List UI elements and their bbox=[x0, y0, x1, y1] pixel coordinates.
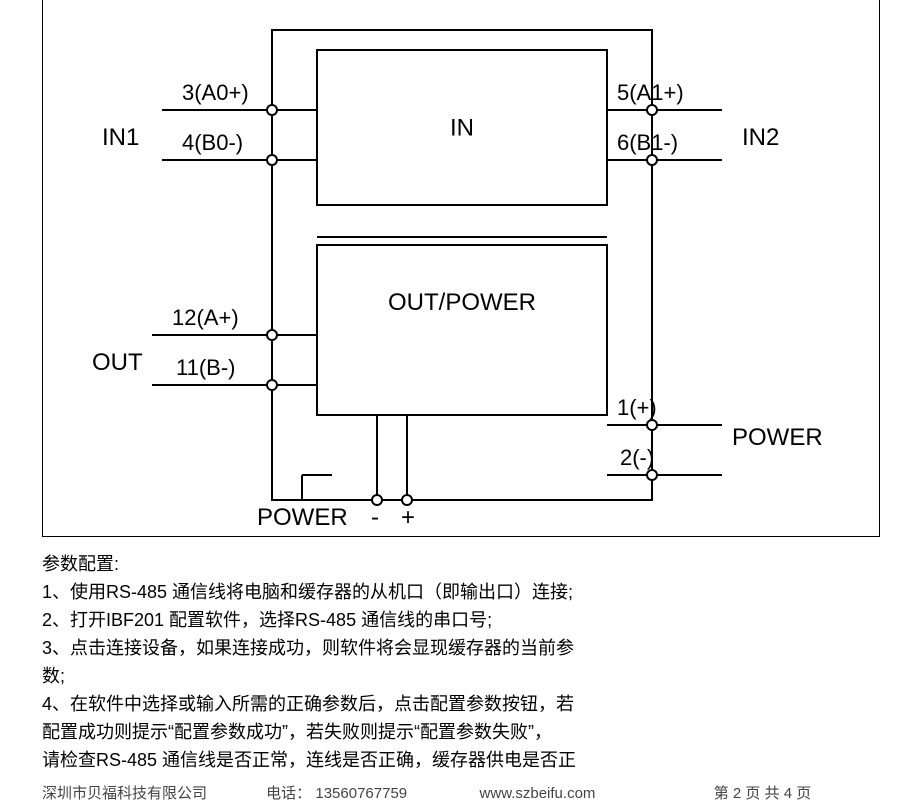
svg-text:OUT: OUT bbox=[92, 349, 143, 376]
svg-text:5(A1+): 5(A1+) bbox=[617, 80, 684, 105]
svg-text:11(B-): 11(B-) bbox=[176, 355, 236, 380]
config-text: 参数配置: 1、使用RS-485 通信线将电脑和缓存器的从机口（即输出口）连接;… bbox=[42, 550, 878, 774]
svg-text:IN: IN bbox=[450, 115, 474, 142]
svg-text:3(A0+): 3(A0+) bbox=[182, 80, 249, 105]
config-line: 2、打开IBF201 配置软件，选择RS-485 通信线的串口号; bbox=[42, 606, 878, 634]
svg-text:POWER: POWER bbox=[257, 504, 348, 531]
footer-tel: 13560767759 bbox=[315, 785, 475, 802]
footer-tel-label: 电话： bbox=[266, 782, 311, 803]
config-line: 配置成功则提示“配置参数成功”，若失败则提示“配置参数失败”， bbox=[42, 718, 878, 746]
page-footer: 深圳市贝福科技有限公司 电话： 13560767759 www.szbeifu.… bbox=[42, 782, 878, 803]
footer-company: 深圳市贝福科技有限公司 bbox=[42, 782, 262, 803]
svg-text:4(B0-): 4(B0-) bbox=[182, 130, 243, 155]
svg-text:1(+): 1(+) bbox=[617, 395, 657, 420]
footer-page: 第 2 页 共 4 页 bbox=[714, 782, 812, 803]
config-line: 请检查RS-485 通信线是否正常，连线是否正确，缓存器供电是否正 bbox=[42, 746, 878, 774]
config-line: 4、在软件中选择或输入所需的正确参数后，点击配置参数按钮，若 bbox=[42, 690, 878, 718]
svg-text:2(-): 2(-) bbox=[620, 445, 654, 470]
config-line: 3、点击连接设备，如果连接成功，则软件将会显现缓存器的当前参 bbox=[42, 634, 878, 662]
svg-text:12(A+): 12(A+) bbox=[172, 305, 239, 330]
config-line: 数; bbox=[42, 662, 878, 690]
config-line: 1、使用RS-485 通信线将电脑和缓存器的从机口（即输出口）连接; bbox=[42, 578, 878, 606]
svg-text:IN1: IN1 bbox=[102, 124, 139, 151]
block-diagram: IN OUT/POWER 3(A0+) 4(B0-) 12(A+) 11(B-) 5(A1+… bbox=[42, 0, 878, 536]
svg-text:-: - bbox=[371, 504, 379, 531]
config-heading: 参数配置: bbox=[42, 550, 878, 578]
svg-text:+: + bbox=[401, 504, 415, 531]
svg-text:IN2: IN2 bbox=[742, 124, 779, 151]
svg-text:POWER: POWER bbox=[732, 424, 823, 451]
svg-text:6(B1-): 6(B1-) bbox=[617, 130, 678, 155]
footer-url: www.szbeifu.com bbox=[480, 785, 710, 802]
svg-text:OUT/POWER: OUT/POWER bbox=[388, 289, 536, 316]
